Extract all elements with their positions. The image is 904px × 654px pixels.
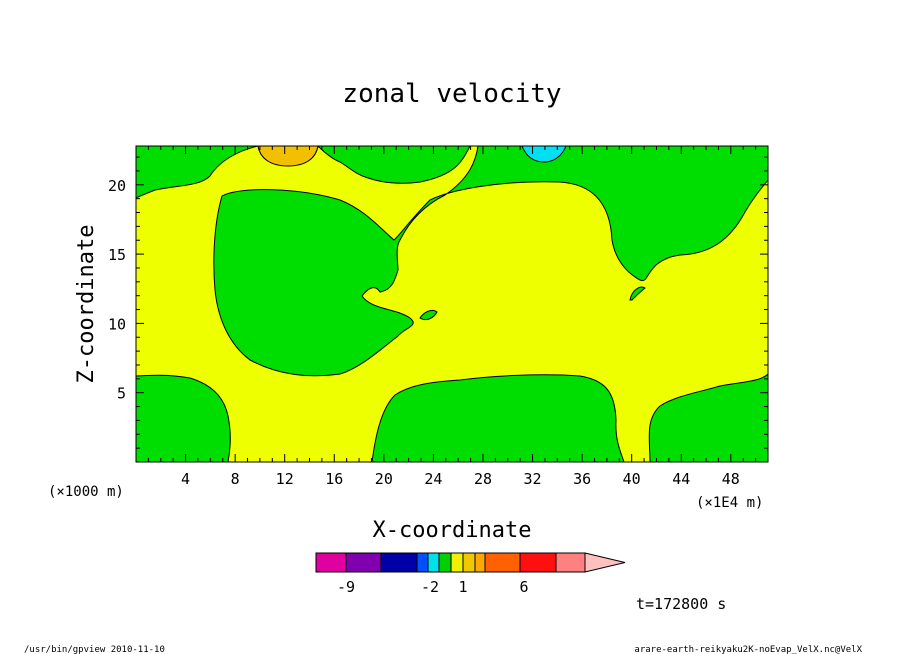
- x-tick-label: 28: [474, 470, 492, 488]
- colorbar-label: 6: [519, 578, 528, 596]
- orange-region: [257, 145, 319, 167]
- y-axis-ticks: 5 10 15 20: [108, 156, 768, 449]
- y-tick-label: 5: [117, 385, 126, 403]
- x-tick-label: 40: [623, 470, 641, 488]
- y-axis-label: Z-coordinate: [74, 225, 99, 384]
- colorbar-label: -2: [421, 578, 439, 596]
- green-regions: [135, 145, 769, 463]
- colorbar-segment: [474, 552, 486, 573]
- colorbar: [315, 552, 626, 573]
- x-axis-ticks: 4 8 12 16 20 24 28 32 36 40 44 48: [147, 146, 757, 488]
- x-tick-label: 20: [375, 470, 393, 488]
- x-tick-label: 36: [573, 470, 591, 488]
- x-tick-label: 4: [181, 470, 190, 488]
- colorbar-segment: [438, 552, 452, 573]
- colorbar-segment: [416, 552, 429, 573]
- colorbar-segment: [345, 552, 382, 573]
- green-region-right-channel: [629, 286, 646, 301]
- colorbar-segment: [555, 552, 586, 573]
- y-tick-label: 20: [108, 177, 126, 195]
- colorbar-tick-labels: -9 -2 1 6: [337, 578, 529, 596]
- x-tick-label: 12: [276, 470, 294, 488]
- colorbar-segment: [462, 552, 476, 573]
- green-region-bottom-middle: [371, 374, 625, 463]
- x-tick-label: 48: [722, 470, 740, 488]
- colorbar-segment: [315, 552, 347, 573]
- time-annotation: t=172800 s: [636, 595, 726, 613]
- x-tick-label: 8: [231, 470, 240, 488]
- x-tick-label: 24: [424, 470, 442, 488]
- green-region-bottom-left: [135, 374, 231, 463]
- x-axis-label: X-coordinate: [373, 518, 532, 543]
- y-tick-label: 15: [108, 246, 126, 264]
- footer-left: /usr/bin/gpview 2010-11-10: [24, 645, 165, 654]
- x-unit-left: (×1000 m): [48, 484, 124, 500]
- y-tick-label: 10: [108, 315, 126, 333]
- colorbar-segment: [380, 552, 418, 573]
- x-tick-label: 32: [524, 470, 542, 488]
- footer-right: arare-earth-reikyaku2K-noEvap_VelX.nc@Ve…: [634, 645, 862, 654]
- colorbar-extend-arrow: [584, 552, 626, 573]
- colorbar-segment: [427, 552, 440, 573]
- x-unit-right: (×1E4 m): [696, 495, 763, 511]
- chart-title: zonal velocity: [342, 79, 561, 109]
- plot-frame: [135, 145, 769, 463]
- colorbar-segment: [484, 552, 521, 573]
- green-region-top-small: [316, 145, 471, 184]
- green-region-small-blob: [419, 309, 438, 321]
- x-tick-label: 44: [672, 470, 690, 488]
- colorbar-segment: [450, 552, 464, 573]
- colorbar-label: -9: [337, 578, 355, 596]
- colorbar-label: 1: [458, 578, 467, 596]
- colorbar-segment: [519, 552, 557, 573]
- green-region-top-left: [135, 145, 259, 199]
- green-region-bottom-right: [648, 372, 769, 463]
- x-tick-label: 16: [325, 470, 343, 488]
